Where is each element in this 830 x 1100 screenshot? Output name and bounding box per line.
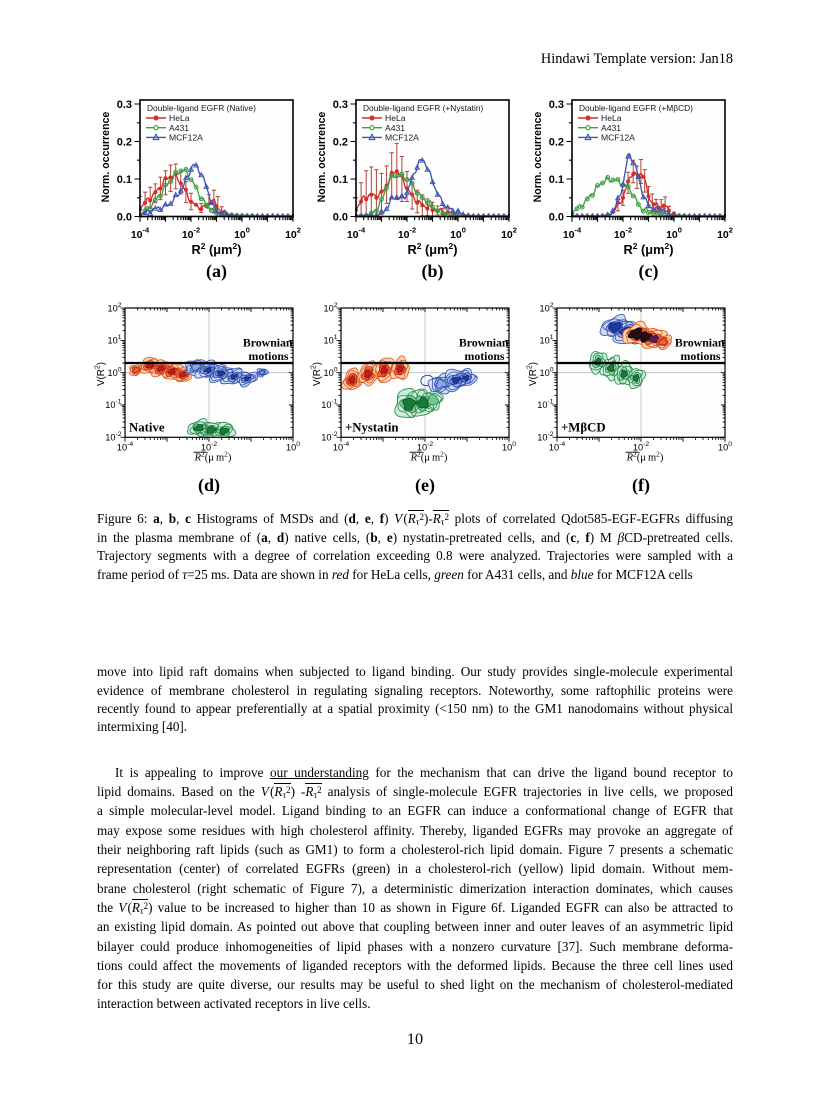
svg-text:100: 100 bbox=[107, 366, 121, 378]
svg-text:0.1: 0.1 bbox=[549, 174, 564, 186]
svg-text:R2(μ m2): R2(μ m2) bbox=[194, 449, 232, 463]
svg-text:100: 100 bbox=[323, 366, 337, 378]
svg-text:0.0: 0.0 bbox=[117, 211, 132, 223]
svg-text:V(R2): V(R2) bbox=[95, 362, 108, 386]
svg-text:0.2: 0.2 bbox=[117, 136, 132, 148]
svg-text:101: 101 bbox=[539, 334, 553, 346]
svg-text:+Nystatin: +Nystatin bbox=[345, 421, 399, 435]
svg-text:HeLa: HeLa bbox=[385, 113, 406, 123]
svg-text:R2 (μm2): R2 (μm2) bbox=[407, 241, 457, 257]
svg-text:100: 100 bbox=[286, 441, 300, 453]
svg-text:10-4: 10-4 bbox=[563, 226, 582, 242]
svg-text:10-2: 10-2 bbox=[633, 441, 649, 453]
svg-text:100: 100 bbox=[666, 226, 682, 242]
svg-text:102: 102 bbox=[539, 302, 553, 314]
svg-text:10-1: 10-1 bbox=[537, 399, 553, 411]
svg-text:10-2: 10-2 bbox=[182, 226, 200, 242]
svg-text:(c): (c) bbox=[639, 261, 659, 282]
svg-text:102: 102 bbox=[501, 226, 517, 242]
svg-text:10-1: 10-1 bbox=[105, 399, 121, 411]
svg-text:10-1: 10-1 bbox=[321, 399, 337, 411]
svg-text:102: 102 bbox=[323, 302, 337, 314]
svg-text:R2 (μm2): R2 (μm2) bbox=[191, 241, 241, 257]
svg-text:A431: A431 bbox=[601, 123, 621, 133]
svg-text:10-2: 10-2 bbox=[398, 226, 416, 242]
svg-text:Double-ligand EGFR (+MβCD): Double-ligand EGFR (+MβCD) bbox=[579, 103, 693, 113]
svg-text:101: 101 bbox=[107, 334, 121, 346]
svg-text:0.3: 0.3 bbox=[117, 99, 132, 111]
svg-text:100: 100 bbox=[450, 226, 466, 242]
svg-text:HeLa: HeLa bbox=[169, 113, 190, 123]
svg-text:motions: motions bbox=[249, 349, 289, 363]
svg-text:Brownian: Brownian bbox=[675, 336, 725, 350]
svg-text:10-4: 10-4 bbox=[347, 226, 366, 242]
svg-text:10-4: 10-4 bbox=[333, 441, 349, 453]
svg-text:MCF12A: MCF12A bbox=[601, 133, 635, 143]
svg-text:R2(μ m2): R2(μ m2) bbox=[410, 449, 448, 463]
svg-text:0.0: 0.0 bbox=[333, 211, 348, 223]
svg-text:(f): (f) bbox=[632, 475, 650, 496]
svg-text:(b): (b) bbox=[422, 261, 444, 282]
svg-text:0.0: 0.0 bbox=[549, 211, 564, 223]
svg-text:0.2: 0.2 bbox=[333, 136, 348, 148]
svg-text:Double-ligand EGFR (Native): Double-ligand EGFR (Native) bbox=[147, 103, 256, 113]
svg-text:Brownian: Brownian bbox=[243, 336, 293, 350]
svg-text:MCF12A: MCF12A bbox=[169, 133, 203, 143]
svg-text:Norm. occurrence: Norm. occurrence bbox=[316, 112, 328, 203]
svg-text:(a): (a) bbox=[206, 261, 227, 282]
svg-text:10-2: 10-2 bbox=[614, 226, 632, 242]
svg-text:102: 102 bbox=[717, 226, 733, 242]
svg-text:motions: motions bbox=[465, 349, 505, 363]
svg-text:A431: A431 bbox=[385, 123, 405, 133]
svg-text:HeLa: HeLa bbox=[601, 113, 622, 123]
svg-text:10-2: 10-2 bbox=[105, 431, 121, 443]
svg-text:10-2: 10-2 bbox=[417, 441, 433, 453]
svg-text:R2(μ m2): R2(μ m2) bbox=[626, 449, 664, 463]
svg-text:102: 102 bbox=[107, 302, 121, 314]
svg-text:0.3: 0.3 bbox=[333, 99, 348, 111]
svg-text:102: 102 bbox=[285, 226, 301, 242]
svg-text:R2 (μm2): R2 (μm2) bbox=[623, 241, 673, 257]
svg-text:0.3: 0.3 bbox=[549, 99, 564, 111]
svg-text:Native: Native bbox=[129, 421, 165, 435]
svg-text:10-4: 10-4 bbox=[117, 441, 133, 453]
svg-text:V(R2): V(R2) bbox=[527, 362, 540, 386]
svg-text:+MβCD: +MβCD bbox=[561, 421, 606, 435]
svg-text:0.2: 0.2 bbox=[549, 136, 564, 148]
svg-text:100: 100 bbox=[502, 441, 516, 453]
svg-text:Norm. occurrence: Norm. occurrence bbox=[100, 112, 112, 203]
svg-text:0.1: 0.1 bbox=[333, 174, 348, 186]
svg-text:motions: motions bbox=[681, 349, 721, 363]
svg-text:V(R2): V(R2) bbox=[311, 362, 324, 386]
svg-text:0.1: 0.1 bbox=[117, 174, 132, 186]
svg-text:Brownian: Brownian bbox=[459, 336, 509, 350]
svg-text:101: 101 bbox=[323, 334, 337, 346]
svg-text:(e): (e) bbox=[415, 475, 435, 496]
svg-text:100: 100 bbox=[718, 441, 732, 453]
svg-text:Double-ligand EGFR (+Nystatin): Double-ligand EGFR (+Nystatin) bbox=[363, 103, 484, 113]
svg-text:Norm. occurrence: Norm. occurrence bbox=[532, 112, 544, 203]
svg-text:10-2: 10-2 bbox=[537, 431, 553, 443]
svg-text:MCF12A: MCF12A bbox=[385, 133, 419, 143]
svg-text:(d): (d) bbox=[198, 475, 220, 496]
svg-text:10-4: 10-4 bbox=[131, 226, 150, 242]
svg-text:100: 100 bbox=[234, 226, 250, 242]
svg-text:10-4: 10-4 bbox=[549, 441, 565, 453]
svg-text:A431: A431 bbox=[169, 123, 189, 133]
svg-text:10-2: 10-2 bbox=[321, 431, 337, 443]
svg-text:10-2: 10-2 bbox=[201, 441, 217, 453]
svg-text:100: 100 bbox=[539, 366, 553, 378]
